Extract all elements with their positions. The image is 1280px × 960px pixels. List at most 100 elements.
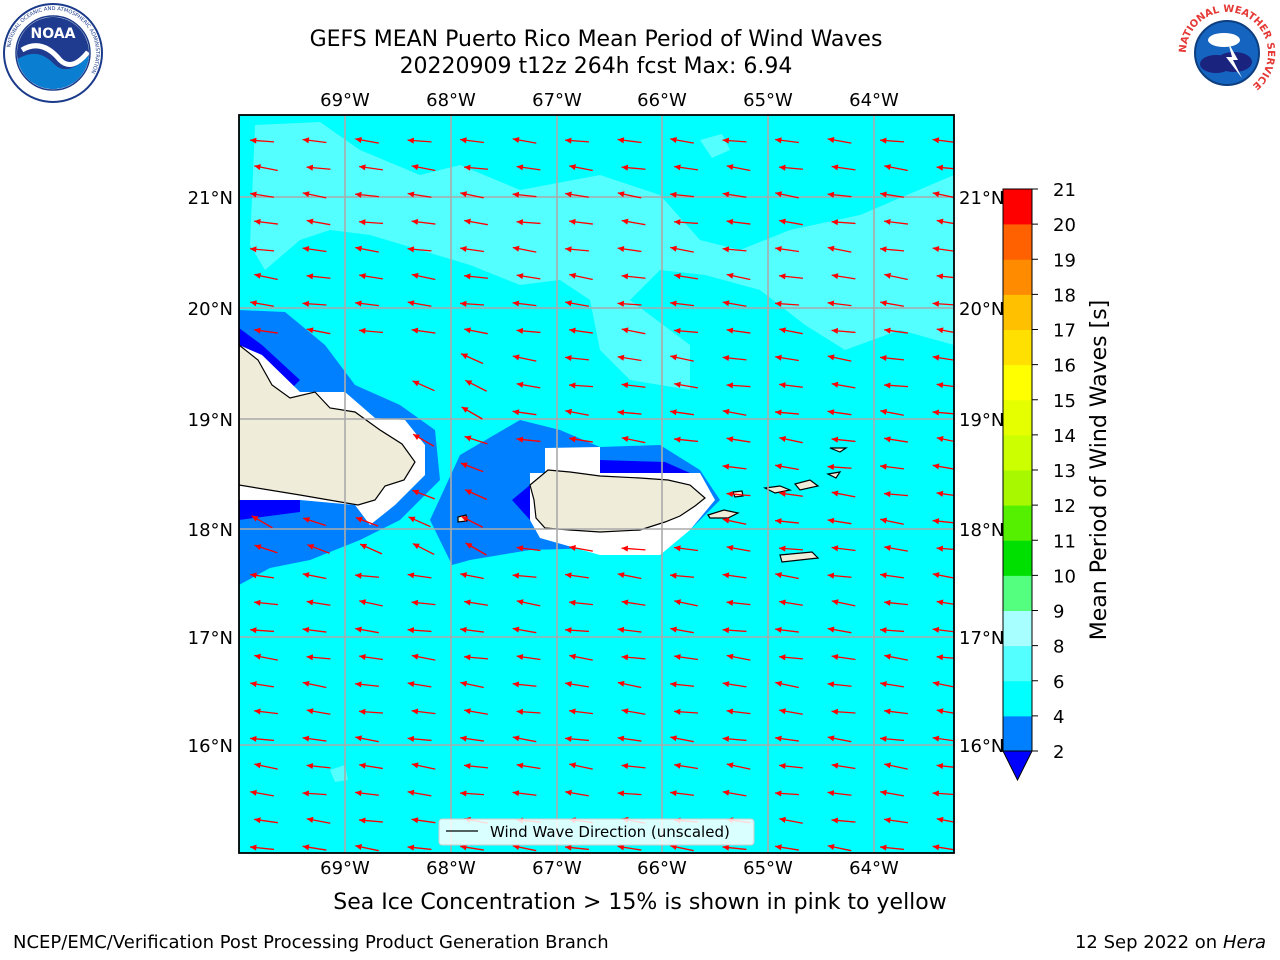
- wind-wave-arrowhead: [411, 599, 419, 606]
- lat-label-left: 21°N: [188, 188, 233, 209]
- wind-wave-arrowhead: [355, 572, 362, 579]
- wind-wave-arrowhead: [512, 735, 520, 742]
- wind-wave-arrowhead: [932, 518, 940, 525]
- wind-wave-arrowhead: [307, 544, 315, 550]
- wind-wave-arrowhead: [722, 354, 730, 362]
- colorbar-segment: [1003, 610, 1032, 647]
- wind-wave-arrowhead: [250, 627, 257, 634]
- wind-wave-arrowhead: [726, 708, 734, 715]
- wind-wave-arrowhead: [932, 790, 940, 797]
- wind-wave-arrowhead: [831, 273, 839, 280]
- wind-wave-arrowhead: [250, 191, 257, 198]
- wind-wave-arrowhead: [569, 327, 576, 334]
- wind-wave-arrowhead: [726, 491, 734, 498]
- wind-wave-arrowhead: [674, 599, 682, 606]
- wind-wave-arrowhead: [254, 327, 261, 334]
- wind-wave-arrowhead: [254, 218, 261, 225]
- wind-wave-arrowhead: [726, 327, 734, 334]
- wind-wave-arrowhead: [516, 436, 524, 443]
- wind-wave-arrowhead: [726, 272, 734, 279]
- wind-wave-arrowhead: [827, 626, 835, 633]
- wind-wave-arrowhead: [464, 762, 471, 770]
- wind-wave-arrowhead: [355, 790, 362, 797]
- nws-logo-icon: NATIONAL WEATHER SERVICE: [1178, 4, 1276, 101]
- wind-wave-arrowhead: [670, 790, 677, 797]
- wind-wave-arrowhead: [302, 300, 310, 307]
- wind-wave-arrowhead: [775, 191, 783, 198]
- wind-wave-arrowhead: [674, 219, 681, 226]
- wind-wave-arrowhead: [674, 273, 681, 280]
- wind-wave-arrowhead: [880, 681, 887, 688]
- wind-wave-arrowhead: [621, 273, 629, 280]
- wind-wave-arrowhead: [464, 435, 472, 442]
- legend-label: Wind Wave Direction (unscaled): [490, 823, 730, 841]
- wind-wave-arrowhead: [674, 164, 681, 171]
- wind-wave-arrowhead: [565, 191, 572, 198]
- wind-wave-arrowhead: [831, 381, 839, 388]
- wind-wave-arrowhead: [674, 762, 681, 769]
- wind-wave-arrowhead: [722, 572, 730, 579]
- wind-wave-arrowhead: [884, 653, 891, 660]
- wind-wave-arrowhead: [360, 543, 368, 550]
- wind-wave-arrowhead: [884, 762, 892, 769]
- wind-wave-arrowhead: [932, 735, 940, 742]
- wind-wave-arrowhead: [411, 164, 419, 171]
- colorbar-segment: [1003, 434, 1032, 471]
- wind-wave-arrowhead: [516, 219, 524, 226]
- footer-date-text: 12 Sep 2022 on: [1074, 932, 1218, 953]
- wind-wave-arrowhead: [936, 436, 944, 442]
- wind-wave-arrowhead: [569, 762, 577, 769]
- wind-wave-arrowhead: [726, 545, 734, 552]
- wind-wave-arrowhead: [359, 653, 366, 661]
- colorbar-tick-label: 10: [1053, 566, 1076, 587]
- wind-wave-arrowhead: [831, 708, 839, 715]
- wind-wave-arrowhead: [831, 327, 839, 334]
- wind-wave-arrowhead: [407, 627, 415, 634]
- lat-label-left: 17°N: [188, 628, 233, 649]
- wind-wave-arrowhead: [726, 164, 734, 171]
- wind-wave-arrowhead: [936, 816, 944, 823]
- lat-label-right: 20°N: [959, 299, 1004, 320]
- wind-wave-arrowhead: [827, 735, 835, 742]
- wind-wave-arrowhead: [617, 409, 625, 416]
- wind-wave-arrowhead: [827, 137, 835, 144]
- wind-wave-arrowhead: [617, 354, 625, 361]
- wind-wave-arrowhead: [831, 762, 839, 769]
- wind-wave-arrowhead: [460, 462, 468, 469]
- wind-wave-arrowhead: [411, 272, 419, 279]
- wind-wave-arrowhead: [460, 844, 467, 851]
- wind-wave-arrowhead: [779, 490, 786, 497]
- wind-wave-arrowhead: [779, 164, 786, 171]
- wind-wave-arrowhead: [884, 491, 891, 498]
- wind-wave-arrowhead: [306, 327, 314, 334]
- lat-label-left: 20°N: [188, 299, 233, 320]
- wind-wave-arrowhead: [779, 273, 786, 280]
- wind-wave-arrowhead: [617, 191, 625, 198]
- wind-wave-arrowhead: [565, 300, 572, 307]
- wind-wave-arrowhead: [827, 790, 835, 797]
- wind-wave-arrowhead: [670, 572, 677, 579]
- wind-wave-arrowhead: [460, 626, 467, 633]
- wind-wave-arrowhead: [617, 572, 625, 579]
- wind-wave-arrowhead: [722, 408, 730, 415]
- wind-wave-arrowhead: [932, 137, 940, 144]
- dark-blue-region: [239, 328, 690, 520]
- wind-wave-arrowhead: [302, 245, 310, 253]
- wind-wave-arrowhead: [565, 681, 572, 688]
- wind-wave-arrowhead: [726, 218, 734, 225]
- wind-wave-arrowhead: [512, 354, 520, 361]
- wind-wave-arrowhead: [775, 572, 782, 579]
- colorbar-tick-label: 21: [1053, 180, 1076, 201]
- wind-wave-arrowhead: [254, 544, 262, 551]
- wind-wave-arrowhead: [722, 191, 730, 198]
- wind-wave-arrowhead: [516, 164, 524, 171]
- wind-wave-arrowhead: [355, 191, 362, 198]
- wind-wave-arrowhead: [355, 137, 362, 144]
- wind-wave-arrowhead: [512, 681, 520, 688]
- wind-wave-arrowhead: [411, 218, 419, 225]
- wind-wave-arrowhead: [932, 409, 940, 416]
- wind-wave-arrowhead: [306, 816, 314, 823]
- wind-wave-arrowhead: [884, 817, 891, 824]
- wind-wave-arrowhead: [460, 572, 467, 579]
- wind-wave-arrowhead: [775, 626, 782, 633]
